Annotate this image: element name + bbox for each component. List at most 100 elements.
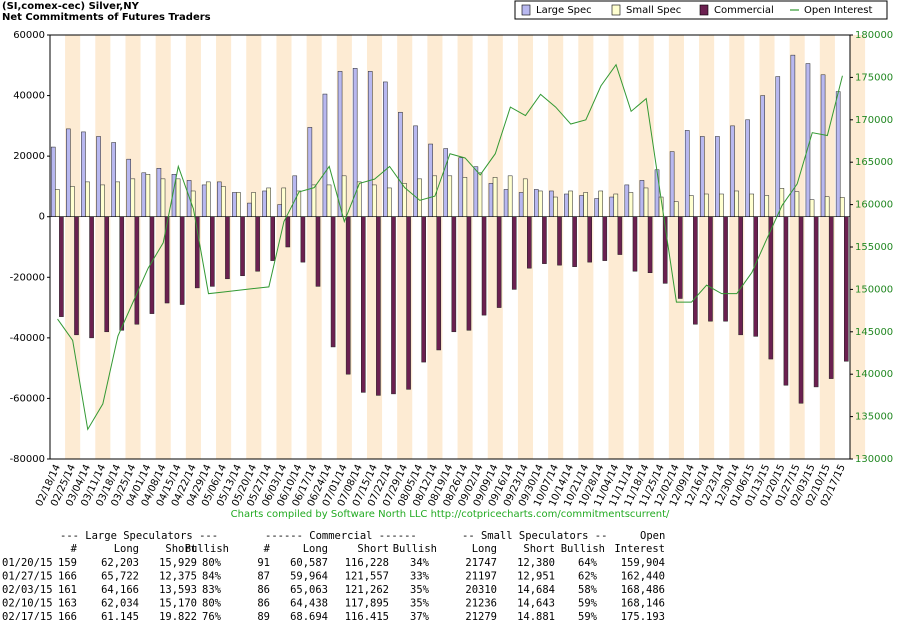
table-header: #	[264, 543, 271, 555]
bar	[579, 195, 584, 217]
y-tick-label: 60000	[13, 30, 45, 41]
bar	[839, 197, 845, 217]
bar	[240, 216, 245, 277]
bar	[210, 216, 215, 287]
bar	[568, 190, 573, 217]
y2-tick-label: 135000	[855, 412, 893, 423]
bar	[391, 216, 396, 395]
table-cell: 15,170	[159, 598, 197, 610]
table-cell: 86	[257, 598, 270, 610]
bar	[175, 178, 181, 217]
legend-label: Small Spec	[626, 5, 681, 16]
band	[608, 35, 624, 459]
table-cell: 14,643	[517, 598, 555, 610]
bar	[779, 188, 785, 217]
bar	[673, 201, 679, 217]
bar	[719, 193, 724, 217]
bar	[511, 216, 517, 290]
bar	[50, 146, 56, 217]
table-cell: 62,203	[101, 557, 139, 569]
bar	[406, 216, 411, 390]
bar	[266, 187, 271, 217]
table-cell: 64,166	[101, 584, 139, 596]
table-header: Short	[523, 543, 555, 555]
y2-tick-label: 175000	[855, 72, 893, 83]
bar	[496, 216, 502, 308]
bar	[708, 216, 713, 322]
table-cell: 21747	[465, 557, 497, 569]
table-cell: 21197	[465, 571, 497, 583]
table-header: Interest	[614, 543, 665, 555]
bar	[730, 125, 735, 217]
y2-tick-label: 160000	[855, 200, 893, 211]
table-header: Long	[114, 543, 139, 555]
bar	[130, 178, 136, 217]
bar	[59, 216, 64, 317]
table-cell: 159,904	[621, 557, 665, 569]
y2-tick-label: 150000	[855, 284, 893, 295]
bar	[628, 192, 634, 217]
table-cell: 121,557	[345, 571, 389, 583]
bar	[292, 175, 298, 217]
table-cell: 37%	[410, 611, 430, 620]
bar	[723, 216, 728, 322]
bar	[134, 216, 140, 325]
band	[638, 35, 654, 459]
bar	[115, 181, 120, 217]
bar	[126, 158, 132, 217]
bar	[160, 178, 166, 217]
table-date: 02/17/15	[2, 611, 53, 620]
band	[427, 35, 443, 459]
bar	[473, 166, 479, 217]
bar	[669, 151, 675, 217]
bar	[436, 216, 442, 351]
table-cell: 15,929	[159, 557, 197, 569]
bar	[281, 187, 287, 217]
bar	[119, 216, 125, 331]
bar	[775, 76, 781, 217]
chart-title: (SI,comex-cec) Silver,NY	[2, 1, 140, 12]
bar	[564, 193, 569, 217]
y-tick-label: -80000	[10, 454, 45, 465]
table-cell: 58%	[578, 584, 598, 596]
bar	[466, 216, 472, 331]
bar	[553, 196, 558, 217]
bar	[462, 177, 468, 217]
y-tick-label: 0	[39, 212, 45, 223]
band	[216, 35, 232, 459]
bar	[488, 183, 494, 217]
table-cell: 162,440	[621, 571, 665, 583]
bar	[481, 216, 487, 316]
bar	[507, 175, 513, 217]
bar	[398, 111, 403, 217]
band	[548, 35, 564, 459]
bar	[518, 192, 524, 217]
table-cell: 168,486	[621, 584, 665, 596]
bar	[251, 192, 256, 217]
table-cell: 59%	[578, 598, 598, 610]
bar	[443, 148, 448, 217]
bar	[538, 190, 543, 217]
table-date: 02/03/15	[2, 584, 53, 596]
bar	[783, 216, 789, 386]
bar	[533, 189, 539, 217]
bar	[715, 136, 720, 217]
bar	[277, 204, 282, 217]
table-header: Bullish	[561, 543, 605, 555]
table-cell: 163	[58, 598, 77, 610]
bar	[677, 216, 683, 299]
table-group: ------ Commercial ------	[265, 530, 417, 542]
bar	[734, 190, 739, 217]
table-header: #	[71, 543, 78, 555]
bar	[598, 190, 604, 217]
bar	[307, 127, 313, 217]
y2-tick-label: 130000	[855, 454, 893, 465]
bar	[360, 216, 366, 393]
table-cell: 33%	[410, 571, 430, 583]
bar	[201, 184, 207, 217]
band	[125, 35, 141, 459]
bar	[572, 216, 577, 267]
bar	[345, 216, 351, 375]
bar	[768, 216, 774, 360]
